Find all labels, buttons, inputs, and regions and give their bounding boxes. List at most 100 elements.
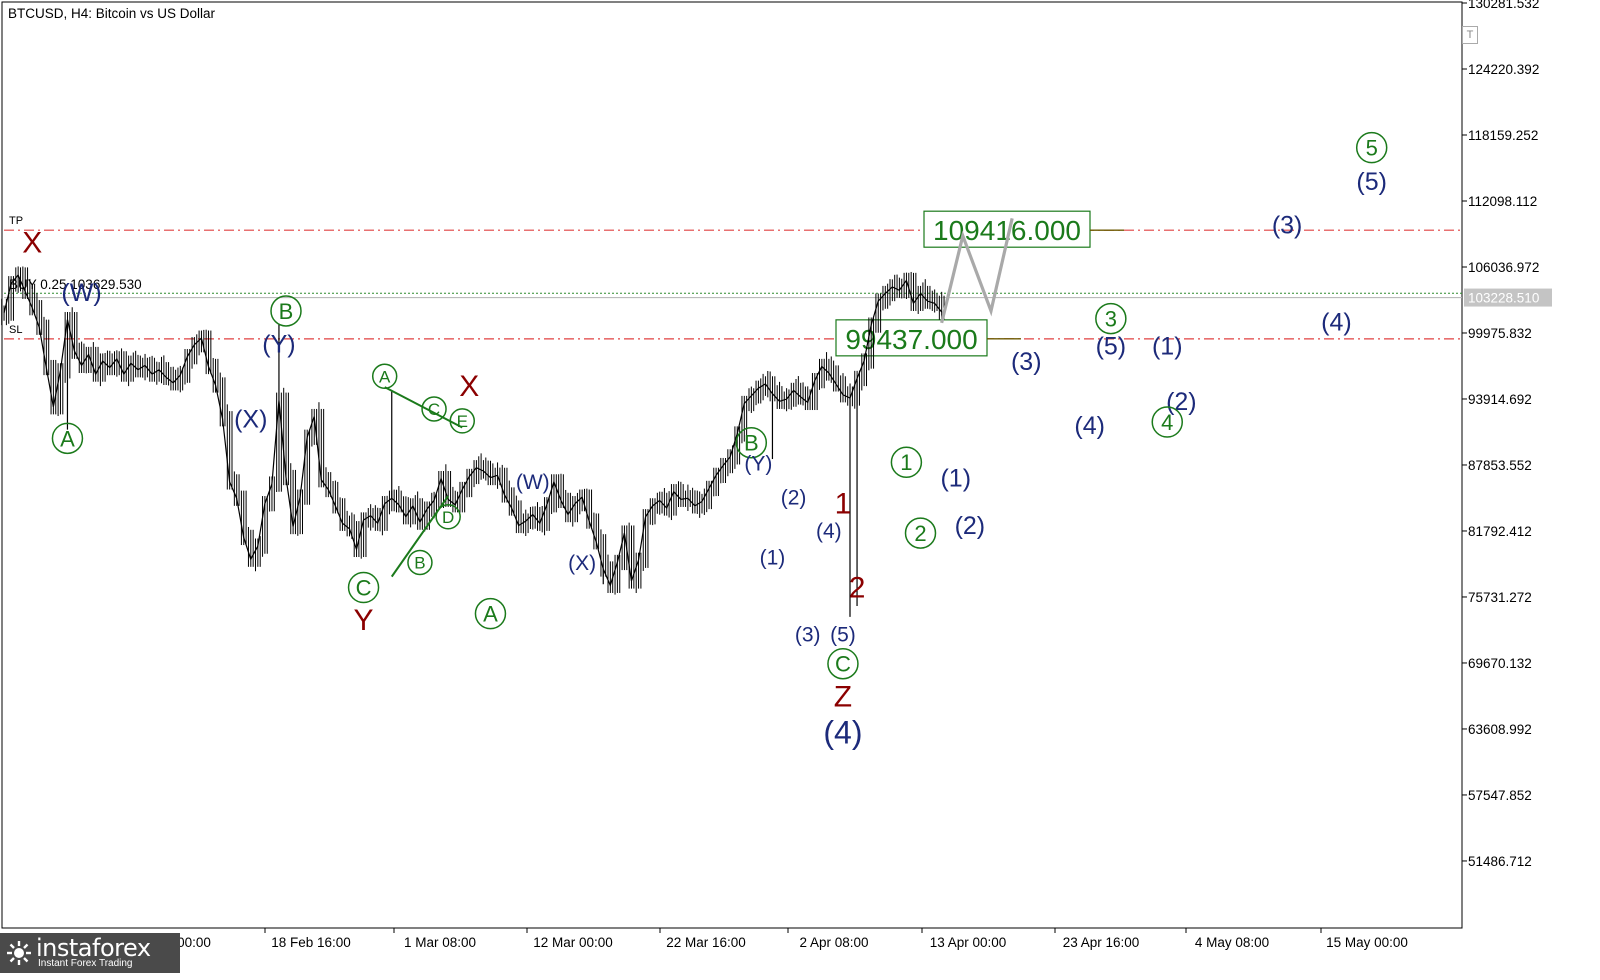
wave-circle: [449, 408, 475, 434]
x-tick-label: 22 Mar 16:00: [666, 935, 746, 950]
triangle-trendline: [384, 386, 463, 429]
x-tick-label: 2 Apr 08:00: [799, 935, 868, 950]
wave-label: X: [22, 226, 42, 259]
wave-label: (4): [1074, 412, 1105, 440]
wave-circle: [904, 517, 937, 549]
y-tick-label: 81792.412: [1468, 524, 1532, 539]
wave-label: (W): [61, 279, 101, 307]
wave-circle: [421, 396, 447, 422]
wave-label: 1: [835, 488, 852, 521]
y-tick-label: 69670.132: [1468, 656, 1532, 671]
wave-circle: [890, 446, 923, 479]
wave-circle: [735, 426, 768, 459]
wave-label: A: [60, 426, 75, 451]
wave-label: (X): [568, 552, 596, 575]
watermark-brand: instaforex: [36, 934, 151, 962]
wave-label: C: [835, 652, 851, 677]
wave-label: (2): [1166, 388, 1197, 416]
wave-label: E: [457, 412, 468, 431]
wave-label: (3): [795, 624, 821, 647]
wave-label: Z: [834, 680, 852, 713]
y-tick-label: 130281.532: [1468, 0, 1539, 11]
wave-label: (5): [1096, 333, 1127, 361]
wave-label: (5): [1356, 168, 1387, 196]
wave-circle: [1355, 131, 1388, 164]
y-tick-label: 75731.272: [1468, 590, 1532, 605]
x-tick-label: 18 Feb 16:00: [271, 935, 351, 950]
wave-label: 5: [1366, 136, 1378, 161]
wave-circle: [371, 363, 398, 390]
wave-circle: [270, 295, 302, 327]
wave-label: (3): [1011, 348, 1042, 376]
wave-circle: [827, 647, 859, 680]
wave-label: (4): [816, 520, 842, 543]
wave-label: D: [442, 508, 454, 527]
y-tick-label: 118159.252: [1468, 128, 1538, 143]
wave-label: (1): [760, 546, 786, 569]
tp-tag: TP: [9, 215, 23, 227]
wave-label: (1): [940, 464, 971, 492]
wave-label: 4: [1161, 410, 1173, 435]
x-tick-label: 00:00: [177, 935, 211, 950]
wave-label: (2): [955, 512, 986, 540]
y-tick-label: 99975.832: [1468, 326, 1532, 341]
buy-order-label: BUY 0.25 103629.530: [9, 277, 142, 292]
wave-label: C: [356, 575, 372, 600]
wave-label: B: [414, 554, 425, 573]
y-tick-label: 63608.992: [1468, 722, 1532, 737]
forecast-path: [940, 218, 1014, 324]
current-price-box: [1464, 288, 1552, 307]
chart-shift-icon[interactable]: T: [1462, 26, 1478, 44]
wave-circle: [474, 597, 507, 630]
chart-title: BTCUSD, H4: Bitcoin vs US Dollar: [8, 6, 216, 21]
y-tick-label: 112098.112: [1468, 194, 1537, 209]
price-close-line: [3, 273, 943, 588]
wave-label: (X): [234, 405, 267, 433]
wave-label: B: [279, 299, 294, 324]
level-label-box: [835, 319, 988, 357]
wave-circle: [51, 422, 84, 455]
x-tick-label: 23 Apr 16:00: [1063, 935, 1140, 950]
wave-circle: [347, 571, 380, 604]
x-tick-label: 4 May 08:00: [1195, 935, 1269, 950]
wave-label: B: [744, 431, 759, 456]
y-tick-label: 87853.552: [1468, 458, 1532, 473]
y-tick-label: 51486.712: [1468, 854, 1532, 869]
watermark-logo: instaforex Instant Forex Trading: [0, 933, 180, 973]
x-tick-label: 1 Mar 08:00: [404, 935, 476, 950]
wave-label: 1: [900, 450, 912, 475]
wave-label: (3): [1272, 212, 1303, 240]
x-tick-label: 13 Apr 00:00: [930, 935, 1007, 950]
current-price-label: 103228.510: [1468, 291, 1539, 306]
wave-circle: [407, 549, 433, 576]
level-label: 99437.000: [845, 324, 977, 355]
x-tick-label: 12 Mar 00:00: [533, 935, 613, 950]
wave-label: Y: [354, 604, 374, 637]
plot-frame: [1, 1, 1463, 929]
wave-label: (4): [1321, 309, 1352, 337]
wave-label: (Y): [262, 330, 295, 358]
wave-label: (5): [830, 624, 856, 647]
x-tick-label: 15 May 00:00: [1326, 935, 1408, 950]
wave-label: A: [379, 367, 391, 386]
wave-label: (2): [781, 486, 807, 509]
wave-label: X: [459, 370, 479, 403]
wave-label: 2: [849, 572, 866, 605]
wave-label: 3: [1105, 306, 1117, 331]
wave-label: (Y): [744, 453, 772, 476]
wave-label: (1): [1152, 333, 1183, 361]
y-tick-label: 93914.692: [1468, 392, 1532, 407]
sunburst-icon: [7, 941, 31, 965]
y-tick-label: 124220.392: [1468, 62, 1539, 77]
wave-label: (W): [516, 471, 550, 494]
y-tick-label: 106036.972: [1468, 260, 1539, 275]
wave-label: A: [483, 602, 498, 627]
price-bars: [1, 266, 945, 595]
wave-circle: [1095, 302, 1127, 335]
wave-label: (4): [823, 715, 862, 751]
watermark-tagline: Instant Forex Trading: [38, 958, 133, 969]
y-tick-label: 57547.852: [1468, 788, 1532, 803]
wave-label: 2: [914, 521, 926, 546]
